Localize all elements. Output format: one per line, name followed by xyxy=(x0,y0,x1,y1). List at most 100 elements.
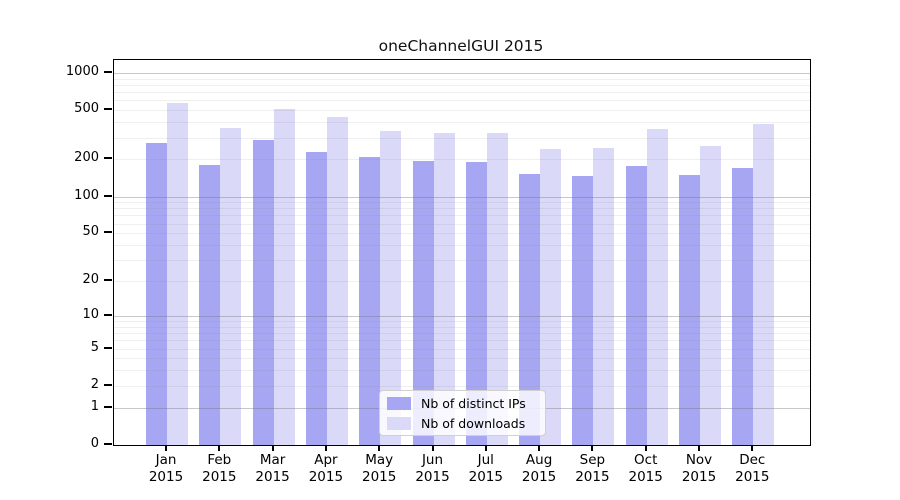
x-label-year: 2015 xyxy=(628,469,663,485)
legend-item: Nb of downloads xyxy=(380,415,545,432)
legend-label: Nb of downloads xyxy=(421,415,526,431)
x-label-year: 2015 xyxy=(362,469,397,485)
minor-gridline xyxy=(114,78,810,80)
minor-gridline xyxy=(114,223,810,225)
bar-distinct-ips-nov xyxy=(679,174,700,445)
bar-downloads-mar xyxy=(273,109,295,445)
legend-label: Nb of distinct IPs xyxy=(421,395,526,411)
minor-gridline xyxy=(114,245,810,246)
bar-distinct-ips-jan xyxy=(146,143,167,445)
bar-distinct-ips-dec xyxy=(732,168,754,445)
minor-gridline xyxy=(114,100,810,102)
x-tick-label: Jan 2015 xyxy=(134,452,198,486)
y-tick xyxy=(104,346,112,349)
x-label-year: 2015 xyxy=(681,469,717,485)
x-tick xyxy=(644,446,647,451)
minor-gridline xyxy=(114,281,810,282)
x-label-month: Oct xyxy=(634,452,658,468)
minor-gridline xyxy=(114,122,810,124)
x-label-month: Dec xyxy=(739,452,766,468)
bar-downloads-jan xyxy=(167,102,188,445)
y-tick-label: 1000 xyxy=(65,63,99,79)
y-tick xyxy=(104,231,112,234)
y-tick xyxy=(104,70,112,73)
x-label-year: 2015 xyxy=(468,469,503,485)
plot-area: Nb of distinct IPs Nb of downloads xyxy=(113,59,811,446)
legend: Nb of distinct IPs Nb of downloads xyxy=(379,390,546,436)
bar-downloads-nov xyxy=(700,146,721,445)
bar-distinct-ips-mar xyxy=(252,139,274,445)
minor-gridline xyxy=(114,208,810,210)
minor-gridline xyxy=(114,326,810,328)
x-tick-label: Sep 2015 xyxy=(560,452,624,486)
x-tick xyxy=(698,446,700,451)
x-tick-label: Apr 2015 xyxy=(294,452,358,486)
minor-gridline xyxy=(114,233,810,235)
minor-gridline xyxy=(114,202,810,204)
x-tick-label: Dec 2015 xyxy=(720,452,784,486)
bar-downloads-dec xyxy=(753,123,775,445)
bar-distinct-ips-aug xyxy=(519,174,541,445)
y-tick xyxy=(104,279,112,281)
bar-distinct-ips-oct xyxy=(625,165,647,445)
x-tick xyxy=(218,446,221,451)
x-label-year: 2015 xyxy=(735,469,770,485)
x-tick xyxy=(431,446,434,451)
bar-distinct-ips-jul xyxy=(465,162,487,445)
x-tick-label: Aug 2015 xyxy=(507,452,571,486)
x-tick-label: Nov 2015 xyxy=(667,452,731,486)
bar-distinct-ips-jun xyxy=(412,160,434,445)
x-tick-label: Jul 2015 xyxy=(454,452,518,486)
y-tick xyxy=(104,383,112,386)
x-label-year: 2015 xyxy=(148,469,184,485)
bar-downloads-jun xyxy=(433,132,455,445)
minor-gridline xyxy=(114,385,810,387)
y-tick-label: 0 xyxy=(90,436,99,451)
x-tick xyxy=(751,446,754,451)
bar-downloads-may xyxy=(380,130,402,445)
x-tick xyxy=(591,446,594,451)
x-tick xyxy=(378,446,381,451)
y-tick-label: 200 xyxy=(74,150,99,166)
y-tick xyxy=(104,405,112,408)
minor-gridline xyxy=(114,370,810,372)
x-tick xyxy=(271,446,274,451)
x-label-month: Jun xyxy=(421,452,444,468)
x-label-month: Sep xyxy=(579,452,606,468)
x-label-year: 2015 xyxy=(308,469,344,485)
y-tick-label: 1 xyxy=(90,398,99,414)
legend-item: Nb of distinct IPs xyxy=(380,395,545,412)
y-tick-label: 2 xyxy=(90,376,99,392)
x-tick xyxy=(324,446,327,451)
minor-gridline xyxy=(114,340,810,342)
minor-gridline xyxy=(114,260,810,262)
x-tick-label: Mar 2015 xyxy=(241,452,305,486)
x-label-month: May xyxy=(365,452,394,468)
x-tick xyxy=(538,446,541,451)
x-label-month: Apr xyxy=(314,452,338,468)
x-tick-label: Oct 2015 xyxy=(614,452,678,486)
minor-gridline xyxy=(114,348,810,350)
bar-downloads-aug xyxy=(540,149,562,445)
major-gridline xyxy=(114,72,810,74)
legend-swatch xyxy=(387,396,411,410)
bar-distinct-ips-sep xyxy=(572,176,594,445)
y-tick-label: 20 xyxy=(82,272,99,287)
bar-downloads-sep xyxy=(593,148,615,445)
x-tick-label: Feb 2015 xyxy=(187,452,251,486)
y-tick-label: 500 xyxy=(74,101,99,117)
x-label-year: 2015 xyxy=(575,469,610,485)
y-tick-label: 10 xyxy=(82,306,99,322)
legend-swatch xyxy=(387,416,411,430)
x-tick xyxy=(165,446,167,451)
minor-gridline xyxy=(114,92,810,94)
x-label-year: 2015 xyxy=(202,469,237,485)
x-label-month: Feb xyxy=(207,452,232,468)
bar-downloads-oct xyxy=(646,128,668,445)
bar-distinct-ips-apr xyxy=(305,151,327,445)
x-label-month: Jul xyxy=(477,452,494,468)
bar-downloads-jul xyxy=(486,133,508,445)
minor-gridline xyxy=(114,110,810,112)
x-tick-label: May 2015 xyxy=(347,452,411,486)
x-label-month: Aug xyxy=(525,452,553,468)
